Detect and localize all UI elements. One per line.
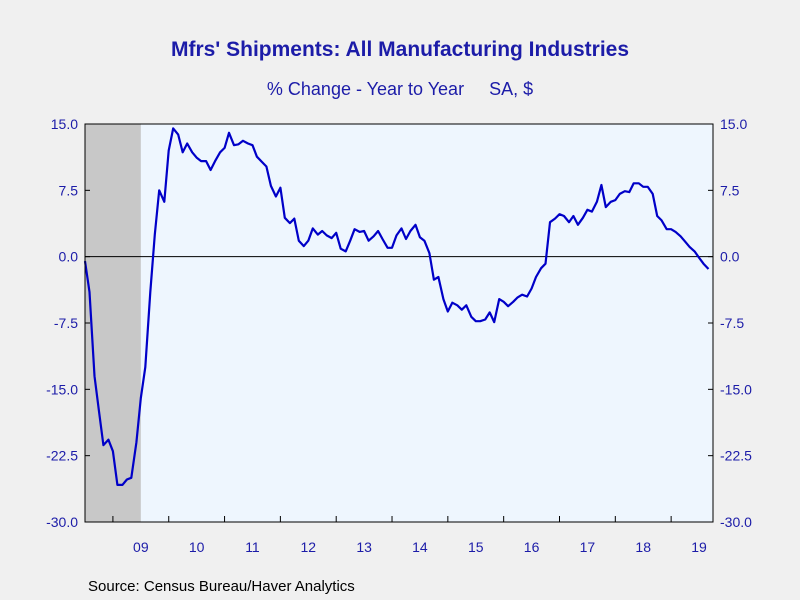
x-tick-label: 10	[189, 539, 205, 555]
x-tick-label: 09	[133, 539, 149, 555]
y-tick-label-left: 7.5	[59, 182, 79, 198]
y-tick-label-right: 7.5	[720, 182, 740, 198]
y-tick-label-right: -22.5	[720, 448, 752, 464]
y-tick-labels-right: 15.0 7.5 0.0 -7.5 -15.0 -22.5 -30.0	[720, 116, 752, 530]
x-tick-label: 16	[524, 539, 540, 555]
x-tick-label: 13	[356, 539, 372, 555]
y-tick-label-right: 15.0	[720, 116, 747, 132]
y-tick-label-left: 15.0	[51, 116, 78, 132]
x-tick-label: 14	[412, 539, 428, 555]
x-tick-labels: 09 10 11 12 13 14 15 16 17 18 19	[133, 539, 707, 555]
y-tick-label-left: -15.0	[46, 381, 78, 397]
y-tick-label-left: -7.5	[54, 315, 78, 331]
x-tick-label: 11	[245, 539, 260, 555]
chart-title: Mfrs' Shipments: All Manufacturing Indus…	[170, 38, 630, 61]
plot-frame	[84, 123, 714, 523]
chart-source: Source: Census Bureau/Haver Analytics	[88, 578, 355, 595]
x-tick-label: 18	[635, 539, 651, 555]
y-tick-label-right: 0.0	[720, 249, 740, 265]
y-tick-label-right: -30.0	[720, 514, 752, 530]
y-tick-label-left: -22.5	[46, 448, 78, 464]
x-tick-label: 15	[468, 539, 484, 555]
x-tick-label: 19	[691, 539, 707, 555]
y-tick-label-right: -15.0	[720, 381, 752, 397]
x-tick-label: 12	[300, 539, 316, 555]
x-tick-label: 17	[580, 539, 596, 555]
y-tick-labels-left: 15.0 7.5 0.0 -7.5 -15.0 -22.5 -30.0	[46, 116, 78, 530]
series-line	[83, 127, 710, 486]
y-tick-label-left: 0.0	[59, 249, 79, 265]
plot-area	[85, 124, 713, 522]
chart-subtitle: % Change - Year to Year SA, $	[266, 79, 534, 99]
y-tick-label-right: -7.5	[720, 315, 744, 331]
y-tick-label-left: -30.0	[46, 514, 78, 530]
